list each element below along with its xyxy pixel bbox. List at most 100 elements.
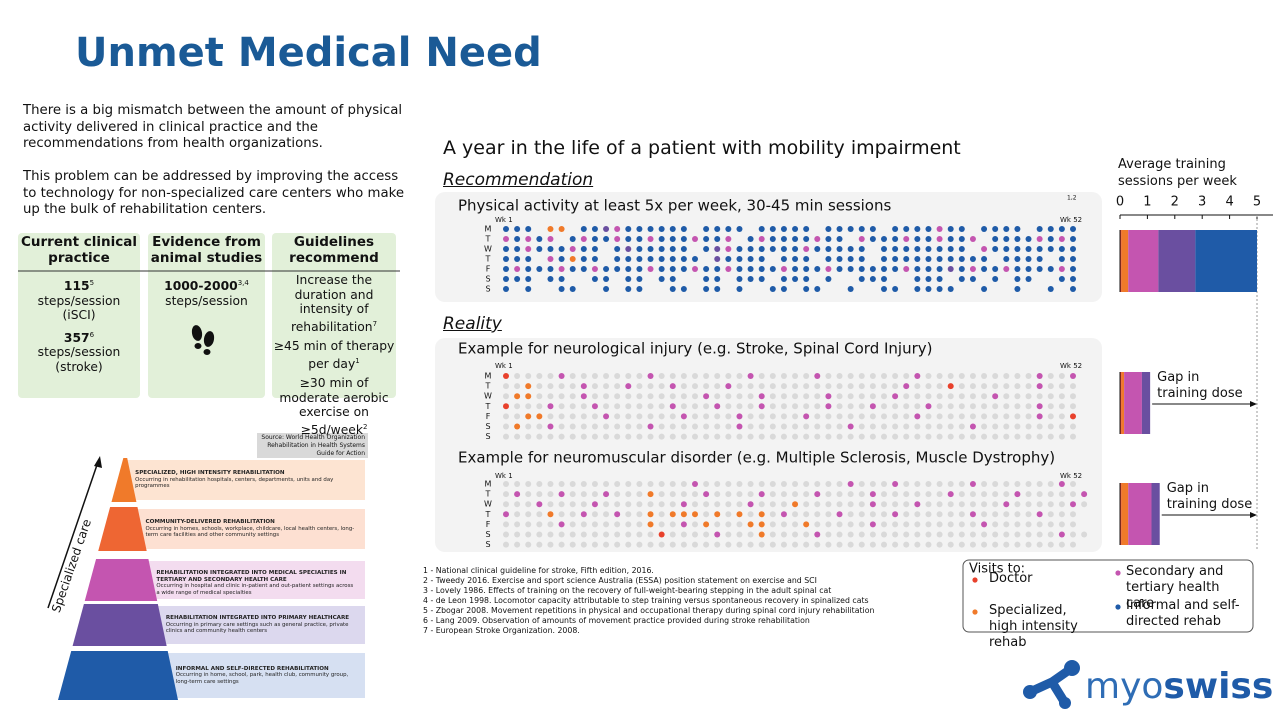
visit-dot — [881, 393, 887, 400]
visit-dot — [914, 393, 921, 400]
visit-dot — [580, 531, 587, 538]
visit-dot — [769, 433, 776, 440]
visit-dot — [714, 393, 721, 400]
visit-dot — [503, 286, 509, 292]
visit-dot — [603, 481, 610, 487]
visit-dot — [569, 403, 576, 410]
visit-dot — [803, 521, 810, 528]
visit-dot — [603, 423, 610, 430]
day-label: M — [485, 225, 492, 234]
visit-dot — [680, 286, 687, 292]
visit-dot — [736, 481, 743, 487]
visit-dot — [1014, 256, 1021, 262]
logo-part: myo — [1085, 666, 1163, 707]
visit-dot — [680, 373, 687, 379]
visit-dot — [847, 511, 854, 518]
visit-dot — [725, 373, 732, 379]
visit-dot — [769, 403, 776, 410]
visit-dot — [1025, 256, 1032, 262]
bar-segment — [1158, 230, 1196, 292]
visit-dot — [569, 413, 576, 420]
visit-dot — [969, 276, 976, 282]
visit-dot — [703, 501, 710, 508]
legend-title: Visits to: — [969, 562, 1025, 577]
recommendation-panel — [435, 192, 1102, 302]
visit-dot — [647, 481, 654, 487]
visit-dot — [603, 373, 610, 379]
visit-dot — [1070, 236, 1076, 242]
visit-dot — [591, 276, 598, 282]
visit-dot — [703, 491, 710, 498]
visit-dot — [803, 276, 810, 282]
visit-dot — [736, 491, 743, 498]
visit-dot — [1003, 481, 1010, 487]
visit-dot — [1070, 403, 1076, 410]
panel-title: Physical activity at least 5x per week, … — [458, 197, 891, 215]
visit-dot — [836, 403, 843, 410]
visit-dot — [603, 491, 610, 498]
visit-dot — [636, 403, 643, 410]
visit-dot — [536, 266, 543, 272]
visit-dot — [625, 246, 632, 252]
visit-dot — [925, 511, 932, 518]
visit-dot — [814, 246, 821, 252]
visit-dot — [625, 276, 632, 282]
visit-dot — [1014, 246, 1021, 252]
visit-dot — [714, 413, 721, 420]
visit-dot — [881, 246, 887, 252]
visit-dot — [614, 246, 621, 252]
level-description: Occurring in homes, schools, workplace, … — [145, 525, 355, 539]
bar-segment — [1124, 372, 1142, 434]
visit-dot — [914, 226, 921, 232]
visit-dot — [714, 256, 721, 262]
visit-dot — [525, 383, 532, 390]
visit-dot — [758, 423, 765, 430]
visit-dot — [569, 373, 576, 379]
visit-dot — [614, 481, 621, 487]
visit-dot — [536, 373, 543, 379]
visit-dot — [1014, 541, 1021, 548]
visit-dot — [669, 403, 676, 410]
visit-dot — [792, 226, 799, 232]
bar-segment — [1120, 372, 1122, 434]
visit-dot — [569, 433, 576, 440]
visit-dot — [936, 501, 943, 508]
visit-dot — [858, 501, 865, 508]
visit-dot — [981, 403, 988, 410]
visit-dot — [625, 256, 632, 262]
visit-dot — [803, 286, 810, 292]
visit-dot — [525, 433, 532, 440]
visit-dot — [658, 383, 665, 390]
visit-dot — [625, 383, 632, 390]
visit-dot — [614, 403, 621, 410]
visit-dot — [925, 481, 932, 487]
visit-dot — [703, 541, 710, 548]
visit-dot — [836, 481, 843, 487]
x-tick-label: 5 — [1253, 195, 1261, 210]
visit-dot — [936, 433, 943, 440]
visit-dot — [1081, 501, 1088, 508]
visit-dot — [858, 236, 865, 242]
visit-dot — [914, 403, 921, 410]
visit-dot — [992, 413, 999, 420]
visit-dot — [558, 383, 565, 390]
visit-dot — [1003, 266, 1010, 272]
visit-dot — [1070, 286, 1076, 292]
day-label: S — [485, 540, 490, 549]
visit-dot — [892, 373, 899, 379]
visit-dot — [1070, 266, 1076, 272]
visit-dot — [603, 521, 610, 528]
visit-dot — [591, 531, 598, 538]
value-text: 115 — [63, 279, 90, 294]
visit-dot — [1036, 433, 1043, 440]
visit-dot — [503, 226, 509, 232]
visit-dot — [914, 511, 921, 518]
visit-dot — [1070, 541, 1076, 548]
legend-label: Doctor — [989, 571, 1033, 586]
visit-dot — [1070, 383, 1076, 390]
visit-dot — [503, 423, 509, 430]
table-item: ≥45 min of therapy per day1 — [270, 339, 398, 371]
visit-dot — [903, 266, 910, 272]
visit-dot — [569, 256, 576, 262]
visit-dot — [780, 481, 787, 487]
